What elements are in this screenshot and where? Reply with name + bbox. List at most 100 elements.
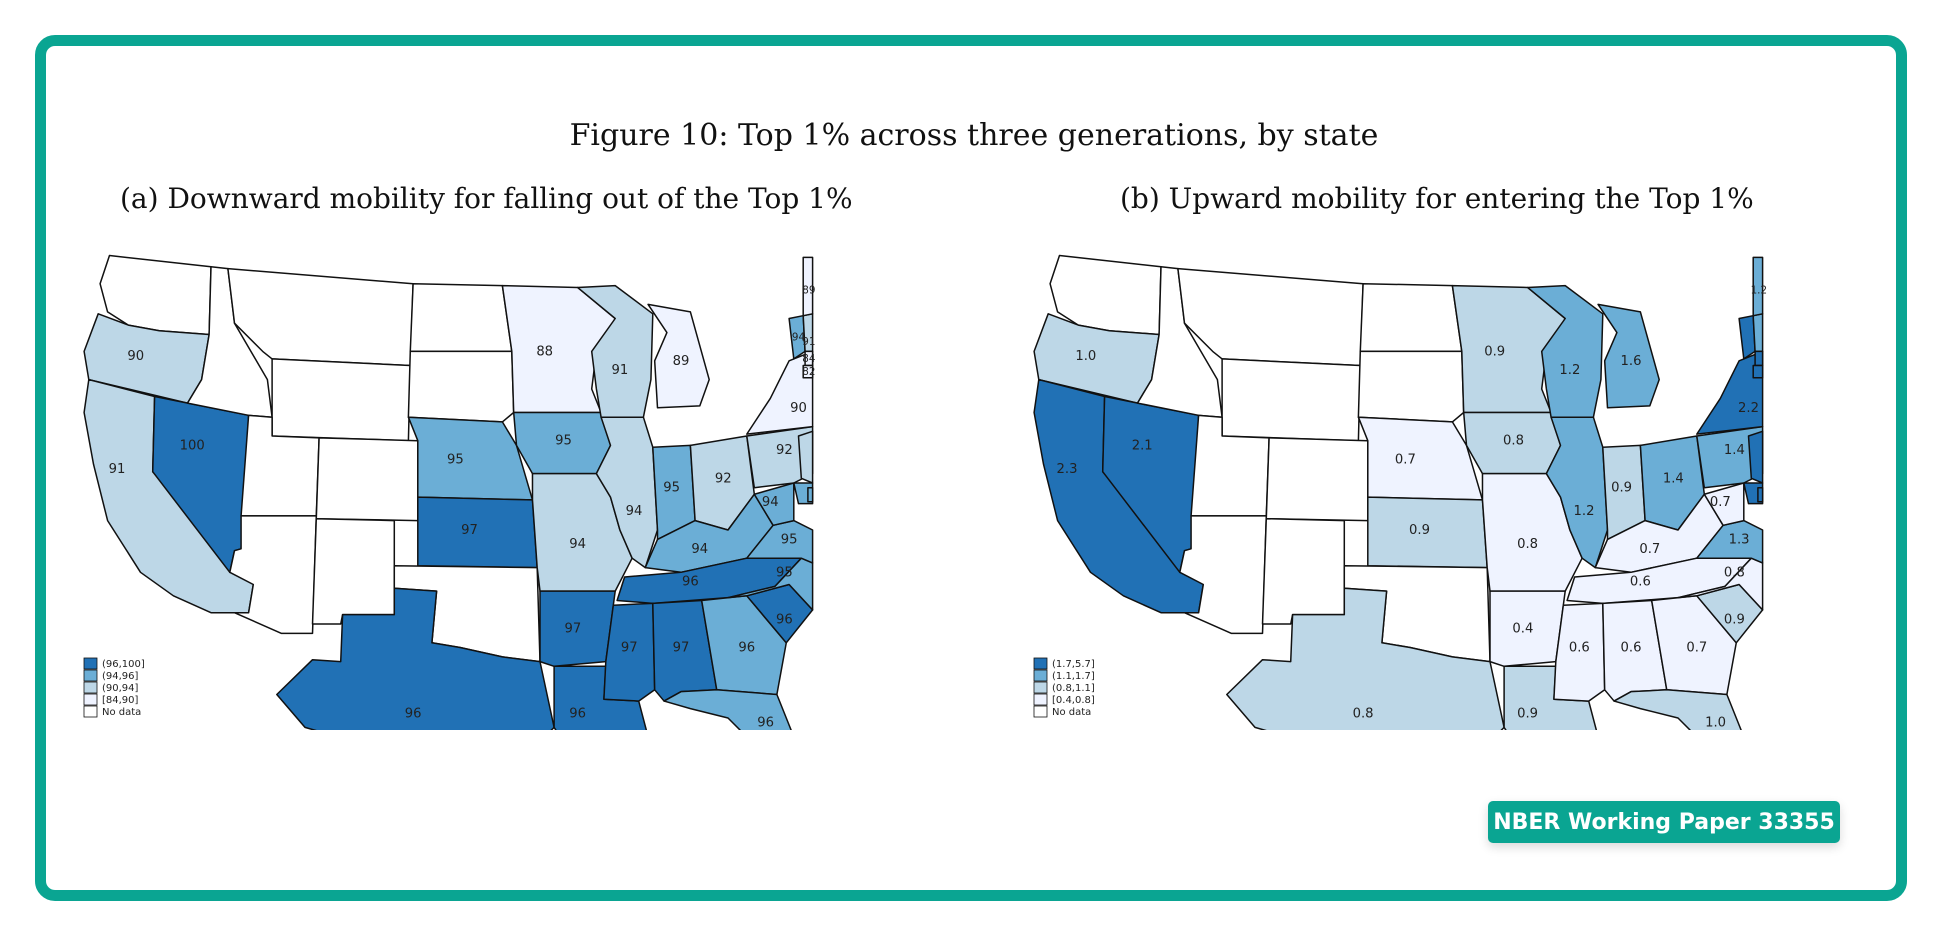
state-label-or: 90: [127, 349, 144, 364]
state-tx: [276, 587, 555, 730]
state-label-ia: 0.8: [1503, 434, 1524, 449]
state-il: [1545, 416, 1609, 569]
subtitle-b: (b) Upward mobility for entering the Top…: [1120, 182, 1754, 215]
state-label-wi: 91: [612, 363, 629, 378]
state-label-ia: 95: [555, 434, 572, 449]
state-wv: [1703, 482, 1745, 527]
state-label-mo: 94: [569, 537, 586, 552]
state-nd: [1359, 282, 1463, 353]
state-label-ar: 97: [565, 622, 582, 637]
state-label-nc: 95: [776, 565, 793, 580]
legend-swatch: [83, 669, 98, 682]
legend-label: (94,96]: [102, 671, 139, 682]
state-wy: [271, 358, 412, 442]
state-label-tx: 0.8: [1353, 706, 1374, 721]
state-label-mo: 0.8: [1517, 537, 1538, 552]
state-label-il: 94: [626, 504, 643, 519]
state-tx: [1226, 587, 1505, 730]
state-label-oh: 1.4: [1663, 471, 1684, 486]
state-vt: [1738, 314, 1756, 360]
state-label-ne: 95: [447, 453, 464, 468]
state-fl: [1613, 689, 1742, 730]
state-label-pa: 1.4: [1724, 443, 1745, 458]
state-ma: [1754, 350, 1764, 367]
legend-label: (96,100]: [102, 659, 145, 670]
state-label-ks: 97: [461, 523, 478, 538]
state-label-la: 0.9: [1517, 706, 1538, 721]
state-label-pa: 92: [776, 443, 793, 458]
state-label-me: 89: [802, 284, 815, 296]
state-wv: [753, 482, 795, 527]
state-label-ky: 94: [691, 542, 708, 557]
state-nm: [311, 517, 396, 625]
state-sd: [407, 350, 515, 423]
legend-swatch: [83, 705, 98, 718]
state-label-or: 1.0: [1075, 349, 1096, 364]
state-ne: [1357, 416, 1484, 501]
state-label-ne: 0.7: [1395, 453, 1416, 468]
state-ct: [802, 364, 814, 379]
state-label-fl: 96: [757, 716, 774, 730]
state-me: [1752, 256, 1764, 317]
state-az: [229, 515, 318, 635]
legend-label: (0.8,1.1]: [1052, 683, 1095, 694]
state-nh: [1752, 313, 1764, 353]
paper-badge[interactable]: NBER Working Paper 33355: [1488, 801, 1840, 843]
state-label-mn: 0.9: [1484, 344, 1505, 359]
state-label-ks: 0.9: [1409, 523, 1430, 538]
state-label-il: 1.2: [1574, 504, 1595, 519]
state-il: [595, 416, 659, 569]
state-label-ny: 2.2: [1738, 401, 1759, 416]
state-label-in: 0.9: [1611, 481, 1632, 496]
state-label-ms: 97: [621, 641, 638, 656]
state-label-vt: 94: [792, 331, 805, 343]
legend-label: [84,90]: [102, 695, 139, 706]
state-label-sc: 0.9: [1724, 612, 1745, 627]
state-label-ms: 0.6: [1569, 641, 1590, 656]
state-label-oh: 92: [715, 471, 732, 486]
state-label-al: 97: [673, 641, 690, 656]
state-label-nv: 2.1: [1132, 438, 1153, 453]
state-label-tx: 96: [405, 706, 422, 721]
state-label-ar: 0.4: [1512, 622, 1533, 637]
legend-swatch: [1033, 669, 1048, 682]
state-de: [1757, 486, 1764, 503]
legend-label: No data: [1052, 707, 1091, 718]
state-label-nh: 91: [802, 336, 815, 348]
state-label-tn: 96: [682, 575, 699, 590]
state-mi: [1597, 303, 1660, 409]
state-label-ny: 90: [790, 401, 807, 416]
state-label-ca: 91: [109, 462, 126, 477]
legend-label: (90,94]: [102, 683, 139, 694]
map-legend: (1.7,5.7](1.1,1.7](0.8,1.1][0.4,0.8]No d…: [1033, 657, 1095, 718]
state-label-ma: 84: [802, 353, 815, 365]
legend-swatch: [1033, 657, 1048, 670]
state-de: [807, 486, 814, 503]
state-nj: [1747, 430, 1764, 484]
choropleth-map-upward: 1.0 2.3 2.1 0.7 0.9 0.8 0.9 0.8 0.8 0.4 0.9 1.2 1.2 1…: [1033, 254, 1767, 730]
state-label-ga: 96: [738, 641, 755, 656]
state-nj: [797, 430, 814, 484]
state-label-wv: 0.7: [1710, 495, 1731, 510]
state-label-al: 0.6: [1621, 641, 1642, 656]
state-nm: [1261, 517, 1346, 625]
state-label-mi: 89: [673, 354, 690, 369]
state-label-nv: 100: [180, 438, 205, 453]
legend-swatch: [1033, 705, 1048, 718]
state-nc: [1677, 557, 1764, 611]
state-co: [1265, 437, 1369, 522]
state-label-me: 1.2: [1751, 284, 1767, 296]
legend-label: No data: [102, 707, 141, 718]
state-label-tn: 0.6: [1630, 575, 1651, 590]
state-label-ga: 0.7: [1686, 641, 1707, 656]
legend-swatch: [1033, 681, 1048, 694]
state-ny: [1696, 350, 1764, 435]
legend-label: (1.1,1.7]: [1052, 671, 1095, 682]
state-label-fl: 1.0: [1705, 716, 1726, 730]
state-co: [315, 437, 419, 522]
legend-swatch: [83, 657, 98, 670]
state-label-wv: 94: [762, 495, 779, 510]
state-mt: [227, 267, 414, 367]
state-label-wi: 1.2: [1559, 363, 1580, 378]
